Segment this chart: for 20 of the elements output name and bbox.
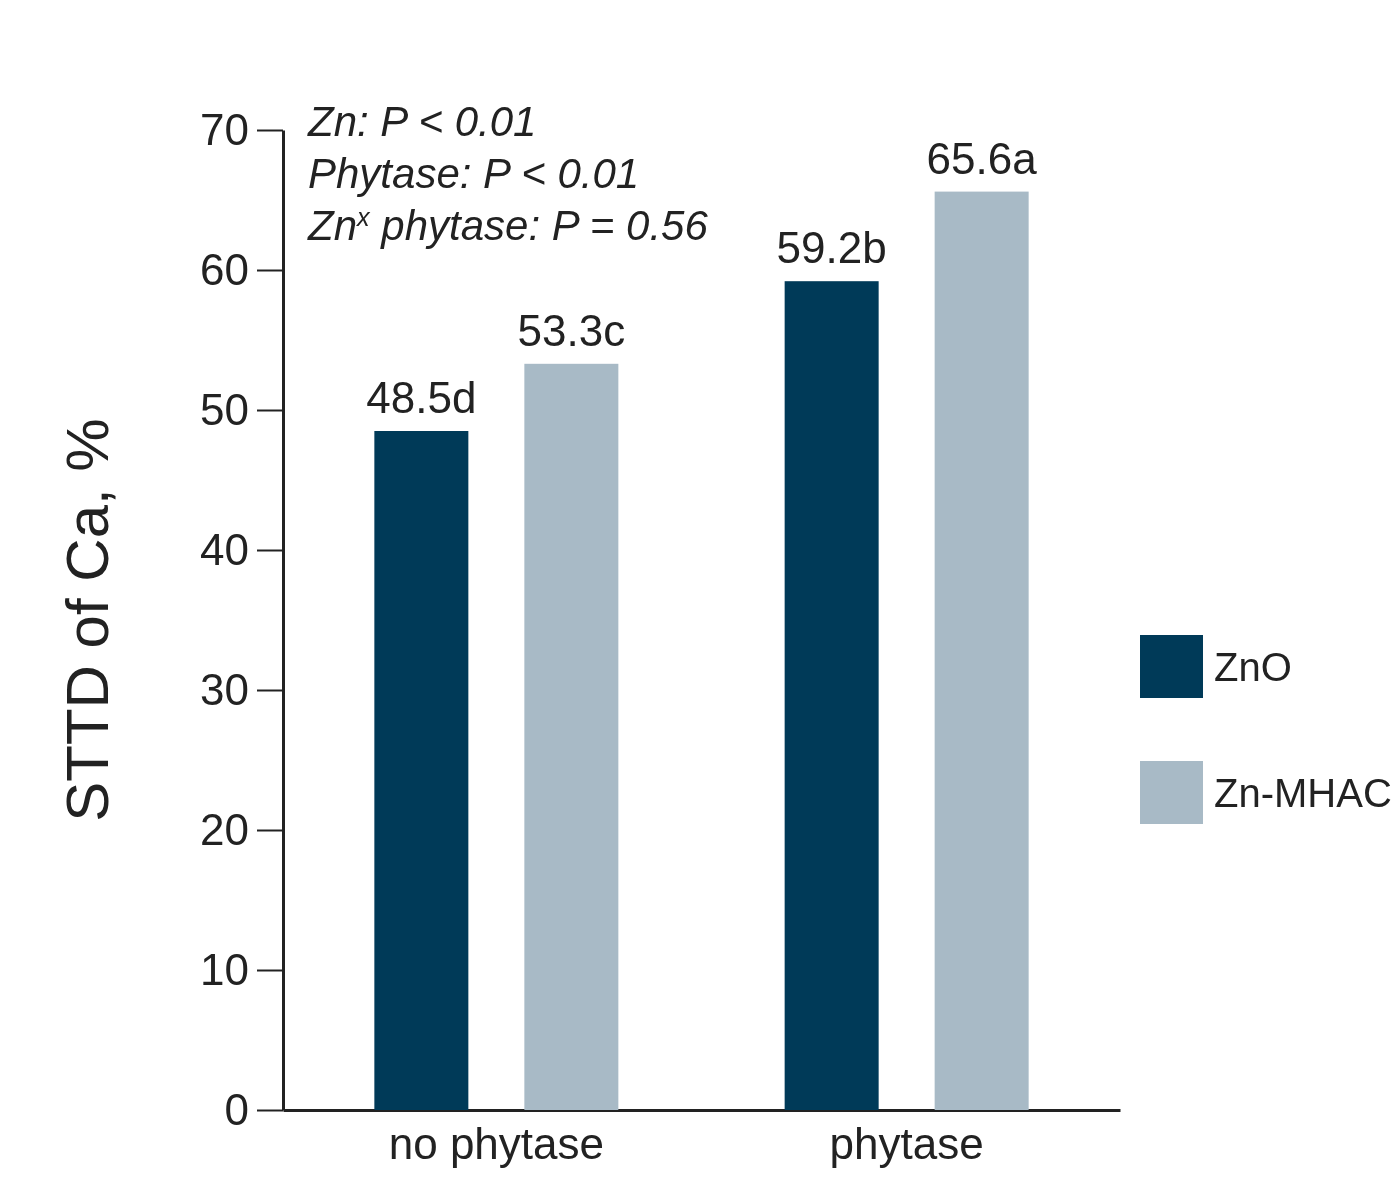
x-tick-label: phytase (829, 1119, 984, 1169)
data-label: 53.3c (517, 305, 626, 355)
legend-label: Zn-MHAC (1214, 771, 1392, 815)
annotation: Zn: P < 0.01 (307, 98, 537, 145)
y-tick-label: 40 (200, 524, 249, 574)
y-tick-label: 70 (200, 104, 249, 154)
data-label: 65.6a (926, 133, 1038, 183)
y-axis-title: STTD of Ca, % (54, 418, 121, 822)
annotation: Zn$^{x}$ phytase: P = 0.56 (307, 202, 709, 249)
data-label: 59.2b (776, 223, 887, 273)
y-tick-label: 50 (200, 384, 249, 434)
annotation: Phytase: P < 0.01 (308, 150, 640, 197)
y-tick-label: 20 (200, 804, 249, 854)
y-tick-label: 10 (200, 944, 249, 994)
y-tick-label: 60 (200, 244, 249, 294)
legend-label: ZnO (1214, 645, 1292, 689)
y-tick-label: 30 (200, 664, 249, 714)
y-tick-label: 0 (224, 1084, 249, 1134)
data-label: 48.5d (366, 373, 477, 422)
x-tick-label: no phytase (388, 1119, 604, 1169)
